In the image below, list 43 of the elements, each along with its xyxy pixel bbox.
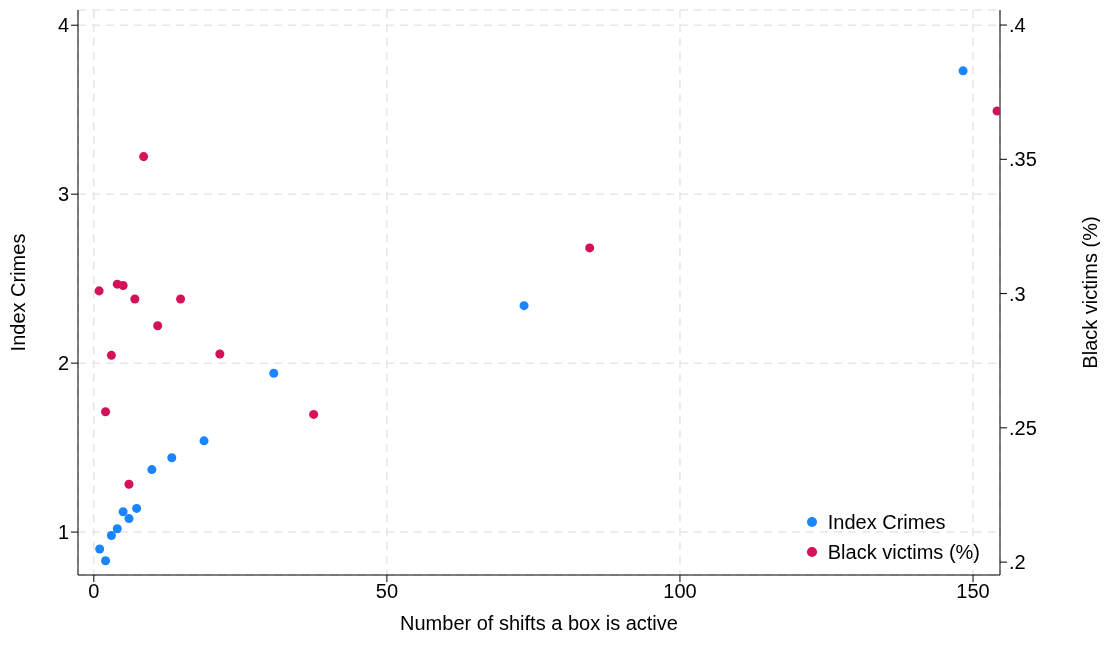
point bbox=[215, 349, 225, 359]
point bbox=[124, 479, 134, 489]
y2-tick-label: .2 bbox=[1009, 551, 1026, 574]
point bbox=[95, 544, 105, 554]
point bbox=[106, 350, 116, 360]
point bbox=[147, 465, 157, 475]
x-tick-label: 150 bbox=[956, 580, 990, 603]
point bbox=[269, 368, 279, 378]
x-tick-label: 50 bbox=[375, 580, 399, 603]
point bbox=[199, 436, 209, 446]
x-axis-title: Number of shifts a box is active bbox=[400, 612, 678, 634]
point bbox=[309, 409, 319, 419]
y-tick-label: 2 bbox=[57, 352, 69, 375]
point bbox=[958, 66, 968, 76]
point bbox=[101, 407, 111, 417]
point bbox=[176, 294, 186, 304]
y2-tick-label: .4 bbox=[1009, 14, 1026, 37]
x-tick-label: 100 bbox=[663, 580, 697, 603]
point bbox=[167, 453, 177, 463]
point bbox=[112, 524, 122, 534]
point bbox=[130, 294, 140, 304]
y2-tick-label: .25 bbox=[1009, 416, 1037, 439]
point bbox=[139, 152, 149, 162]
y-tick-label: 3 bbox=[57, 183, 69, 206]
point bbox=[132, 503, 142, 513]
point bbox=[106, 530, 116, 540]
y-tick-label: 4 bbox=[57, 14, 69, 37]
point bbox=[992, 106, 1000, 116]
x-tick-label: 0 bbox=[88, 580, 100, 603]
y2-tick-label: .3 bbox=[1009, 282, 1026, 305]
y2-tick-label: .35 bbox=[1009, 148, 1037, 171]
point bbox=[585, 243, 595, 253]
point bbox=[153, 321, 163, 331]
point bbox=[519, 301, 529, 311]
point bbox=[94, 286, 104, 296]
point bbox=[124, 514, 134, 524]
legend-label: Index Crimes bbox=[827, 510, 946, 535]
point bbox=[118, 281, 128, 291]
y-tick-label: 1 bbox=[57, 521, 69, 544]
y-axis-title: Index Crimes bbox=[7, 233, 30, 352]
point bbox=[101, 556, 111, 566]
point bbox=[118, 507, 128, 517]
legend-label: Black victims (%) bbox=[827, 540, 980, 565]
